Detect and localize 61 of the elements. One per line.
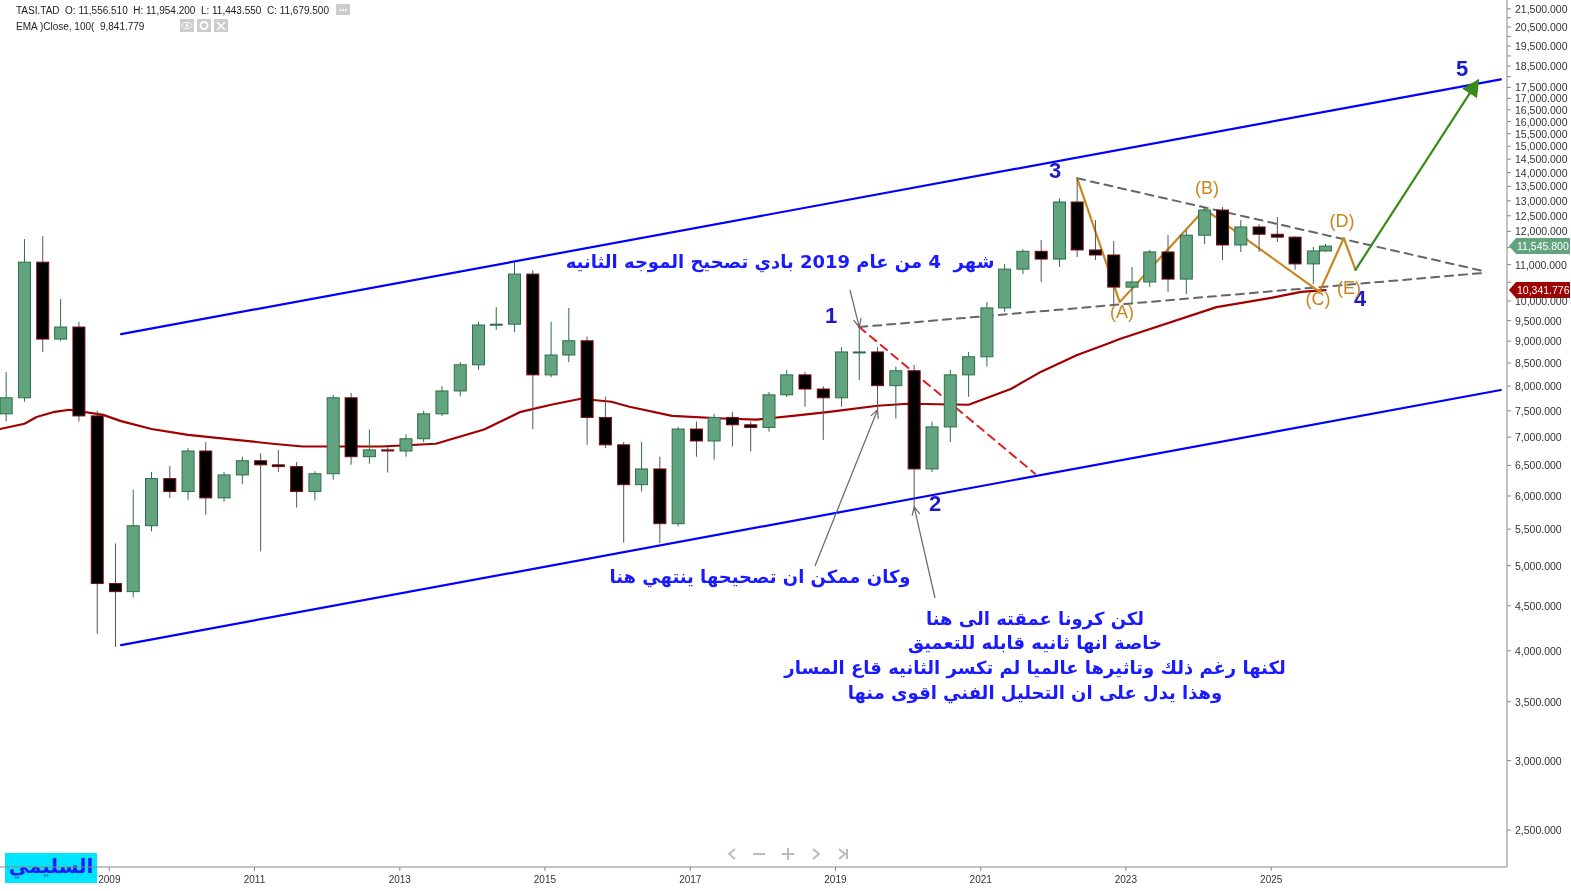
y-tick-label: 7,500.000: [1515, 404, 1562, 417]
y-tick-label: 8,000.000: [1515, 380, 1562, 393]
y-tick-label: 9,500.000: [1515, 314, 1562, 327]
y-tick-label: 3,500.000: [1515, 695, 1562, 708]
y-tick-label: 8,500.000: [1515, 357, 1562, 370]
y-tick-label: 4,000.000: [1515, 644, 1562, 657]
y-tick-label: 16,500.000: [1515, 103, 1568, 116]
x-tick-label: 2015: [533, 874, 557, 885]
annotation: (B): [1195, 177, 1219, 198]
y-tick-label: 14,000.000: [1515, 166, 1568, 179]
y-tick-label: 19,500.000: [1515, 40, 1568, 53]
y-tick-label: 14,500.000: [1515, 153, 1568, 166]
y-tick-label: 3,000.000: [1515, 754, 1562, 767]
annotation: (A): [1110, 301, 1134, 322]
text: TASI.TAD O: 11,556.510 H: 11,954.200 L: 11,443.550 C: 11,679.500: [16, 5, 330, 16]
y-tick-label: 2,500.000: [1515, 824, 1562, 837]
x-tick-label: 2025: [1260, 874, 1283, 885]
y-tick-label: 12,000.000: [1515, 225, 1568, 238]
y-tick-label: 7,000.000: [1515, 431, 1562, 444]
annotation: السليمي: [8, 854, 94, 879]
y-tick-label: 6,500.000: [1515, 459, 1562, 472]
y-tick-label: 11,000.000: [1515, 258, 1567, 271]
y-tick-label: 4,500.000: [1515, 599, 1562, 612]
annotation: شهر 4 من عام 2019 بادي تصحيح الموجه الثانيه: [565, 251, 995, 273]
annotation: 2: [928, 490, 942, 516]
x-tick-label: 2017: [679, 874, 702, 885]
y-tick-label: 13,500.000: [1515, 180, 1568, 193]
y-tick-label: 20,500.000: [1515, 20, 1568, 33]
text: EMA )Close, 100( 9,841.779: [16, 21, 145, 32]
y-tick-label: 6,000.000: [1515, 489, 1562, 502]
y-tick-label: 16,000.000: [1515, 115, 1568, 128]
text: 11,545.800: [1517, 240, 1569, 253]
y-tick-label: 5,000.000: [1515, 559, 1562, 572]
x-tick-label: 2013: [388, 874, 412, 885]
text: 10,341.776: [1517, 284, 1570, 297]
annotation: 5: [1455, 55, 1469, 81]
annotation: لكنها رغم ذلك وتاثيرها عالميا لم تكسر الثانيه قاع المسار: [783, 657, 1286, 679]
y-tick-label: 13,000.000: [1515, 194, 1568, 207]
x-tick-label: 2011: [243, 874, 266, 885]
y-tick-label: 17,000.000: [1515, 92, 1568, 105]
x-tick-label: 2021: [969, 874, 993, 885]
x-tick-label: 2019: [824, 874, 847, 885]
y-tick-label: 10,000.000: [1515, 294, 1568, 307]
x-tick-label: 2023: [1114, 874, 1138, 885]
annotation: (C): [1305, 288, 1331, 309]
y-tick-label: 15,500.000: [1515, 127, 1568, 140]
annotation: وكان ممكن ان تصحيحها ينتهي هنا: [609, 566, 911, 588]
y-tick-label: 12,500.000: [1515, 209, 1568, 222]
annotation: لكن كرونا عمقته الى هنا: [925, 608, 1145, 630]
y-tick-label: 15,000.000: [1515, 140, 1568, 153]
x-tick-label: 2009: [98, 874, 121, 885]
y-tick-label: 9,000.000: [1515, 335, 1562, 348]
annotation: وهذا يدل على ان التحليل الفني اقوى منها: [847, 682, 1223, 704]
annotation: (D): [1329, 210, 1355, 231]
y-tick-label: 18,500.000: [1515, 60, 1568, 73]
annotation: 3: [1048, 157, 1062, 183]
y-tick-label: 17,500.000: [1515, 81, 1568, 94]
y-tick-label: 5,500.000: [1515, 523, 1562, 536]
annotation: خاصة انها ثانيه قابله للتعميق: [907, 632, 1163, 654]
y-tick-label: 21,500.000: [1515, 2, 1568, 15]
annotation: 1: [824, 302, 838, 328]
